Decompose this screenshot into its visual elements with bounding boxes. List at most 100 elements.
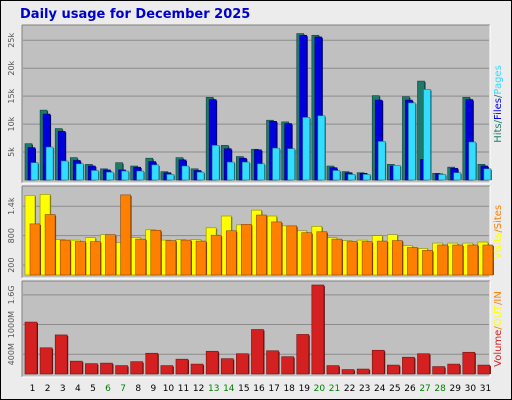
bar-hits-pages (347, 174, 356, 181)
panel-volume-tick-label: 1000M (7, 311, 16, 338)
x-tick-label: 15 (238, 384, 249, 394)
bar-visits-sites (225, 230, 237, 276)
bar-hits-pages (332, 170, 341, 181)
bar-hits-pages (408, 102, 416, 181)
x-tick-label: 28 (434, 384, 446, 394)
bar-volume-volume (145, 352, 159, 375)
x-tick-label: 31 (480, 384, 491, 394)
panel-hits-tick-label: 10k (7, 116, 16, 131)
bar-visits-sites (135, 238, 146, 276)
bar-visits-sites (120, 194, 131, 276)
x-tick-label: 6 (105, 384, 111, 394)
x-tick-label: 16 (253, 384, 265, 394)
panel-visits-tick-label: 1.4k (7, 197, 16, 215)
bar-hits-pages (257, 163, 265, 181)
bar-hits-pages (393, 165, 401, 181)
bar-visits-sites (286, 225, 297, 276)
panel-hits-tick-label: 20k (7, 60, 16, 75)
bar-volume-volume (477, 364, 491, 375)
bar-visits-sites (376, 240, 388, 276)
bar-hits-pages (106, 171, 114, 181)
bar-hits-pages (151, 164, 160, 181)
bar-volume-volume (85, 363, 98, 375)
x-tick-label: 11 (178, 384, 189, 394)
bar-hits-pages (272, 147, 280, 181)
bar-hits-pages (483, 168, 492, 181)
bar-visits-sites (29, 223, 41, 276)
bar-volume-volume (251, 329, 264, 375)
legend-entry: Sites (493, 205, 504, 229)
bar-hits-pages (121, 170, 129, 181)
bar-volume-volume (296, 334, 310, 375)
bar-visits-sites (392, 240, 403, 276)
x-tick-label: 17 (268, 384, 279, 394)
bar-hits-pages (317, 115, 326, 181)
bar-visits-sites (105, 234, 116, 276)
panel-hits-tick-label: 15k (7, 88, 16, 103)
bar-volume-volume (190, 363, 204, 375)
legend-entry: / (493, 301, 504, 305)
bar-hits-pages (181, 165, 190, 181)
bar-hits-pages (211, 145, 220, 181)
bar-volume-volume (115, 365, 128, 375)
panel-volume-tick-label: 1.6G (7, 285, 16, 304)
bar-visits-sites (346, 241, 358, 276)
bar-volume-volume (326, 365, 340, 375)
x-tick-label: 9 (150, 384, 156, 394)
bar-volume-volume (69, 360, 83, 375)
legend-entry: Pages (493, 65, 504, 94)
legend-entry: / (493, 229, 504, 233)
bar-hits-pages (30, 162, 39, 181)
bar-visits-sites (422, 250, 433, 276)
panel-visits-tick-label: 200 (7, 258, 16, 273)
bar-visits-sites (74, 241, 86, 276)
bar-hits-pages (362, 174, 371, 181)
panel-visits-legend: Visits/Sites (493, 205, 504, 259)
bar-volume-volume (54, 334, 68, 375)
legend-entry: Visits (493, 233, 504, 260)
x-tick-label: 24 (374, 384, 386, 394)
x-tick-label: 1 (30, 384, 36, 394)
bar-hits-pages (166, 174, 175, 181)
bar-visits-sites (467, 244, 479, 276)
legend-entry: IN (493, 291, 504, 301)
bar-visits-sites (452, 244, 464, 276)
bar-hits-pages (196, 171, 205, 181)
bar-visits-sites (256, 214, 267, 276)
bar-hits-pages (242, 161, 250, 181)
panel-volume-tick-label: 400M (7, 343, 16, 365)
bar-hits-pages (136, 170, 144, 181)
bar-volume-volume (341, 369, 355, 375)
bar-hits-pages (45, 146, 54, 181)
x-tick-label: 25 (389, 384, 400, 394)
bar-volume-volume (387, 364, 400, 375)
bar-volume-volume (371, 349, 385, 375)
x-tick-label: 13 (208, 384, 219, 394)
bar-volume-volume (236, 353, 249, 375)
bar-volume-volume (402, 356, 415, 375)
x-tick-label: 19 (299, 384, 311, 394)
panel-hits-tick-label: 25k (7, 33, 16, 48)
panel-volume-legend: Volume/OUT/IN (493, 291, 504, 367)
x-tick-label: 29 (450, 384, 462, 394)
x-tick-label: 30 (465, 384, 477, 394)
bar-volume-volume (432, 366, 445, 375)
x-tick-label: 4 (75, 384, 81, 394)
x-tick-label: 21 (329, 384, 340, 394)
bar-volume-volume (417, 353, 430, 375)
legend-entry: Files (493, 98, 504, 120)
bar-hits-pages (423, 89, 431, 181)
x-tick-label: 18 (283, 384, 295, 394)
bar-visits-sites (59, 239, 71, 276)
panel-hits-legend: Hits/Files/Pages (493, 65, 504, 143)
bar-visits-sites (271, 221, 282, 276)
bar-visits-sites (301, 232, 313, 276)
x-tick-label: 27 (419, 384, 430, 394)
bar-hits-pages (226, 161, 235, 181)
bar-volume-volume (447, 363, 461, 375)
legend-entry: Hits (493, 123, 504, 142)
bar-visits-sites (361, 241, 373, 276)
bar-visits-sites (44, 214, 56, 276)
bar-visits-sites (316, 231, 328, 276)
